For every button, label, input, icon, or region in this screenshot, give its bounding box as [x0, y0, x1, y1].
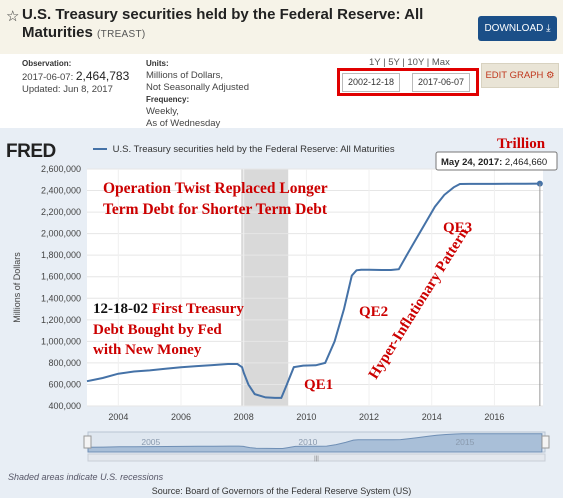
- y-tick-label: 400,000: [48, 401, 81, 411]
- gear-icon: ⚙: [546, 70, 555, 81]
- download-arrow-icon: ⤓: [546, 23, 551, 34]
- download-button[interactable]: DOWNLOAD ⤓: [478, 16, 557, 41]
- scrollbar-track: [87, 453, 546, 462]
- source-note: Source: Board of Governors of the Federa…: [151, 486, 412, 496]
- header-bar: [0, 0, 563, 54]
- frequency-label: Frequency:: [146, 95, 190, 104]
- y-tick-label: 2,000,000: [41, 229, 81, 239]
- x-tick-label: 2014: [422, 412, 442, 422]
- recession-note: Shaded areas indicate U.S. recessions: [8, 472, 164, 482]
- annotation-text: QE2: [359, 304, 388, 320]
- end-date-input[interactable]: 2017-06-07: [412, 73, 470, 92]
- annotation-text: Operation Twist Replaced Longer: [103, 180, 328, 197]
- frequency-line2: As of Wednesday: [146, 118, 221, 129]
- units-block: Units: Millions of Dollars, Not Seasonal…: [146, 58, 249, 130]
- navigator-handle-right: [541, 435, 550, 449]
- start-date-input[interactable]: 2002-12-18: [342, 73, 400, 92]
- x-tick-label: 2004: [108, 412, 128, 422]
- annotation-text: with New Money: [93, 342, 202, 358]
- updated-date: Updated: Jun 8, 2017: [22, 84, 113, 95]
- y-tick-label: 2,400,000: [41, 186, 81, 196]
- series-line: [86, 182, 540, 399]
- fred-logo: FRED: [6, 141, 56, 162]
- range-links[interactable]: 1Y | 5Y | 10Y | Max: [369, 57, 450, 68]
- y-axis-label: Millions of Dollars: [12, 252, 22, 323]
- x-tick-label: 2016: [484, 412, 504, 422]
- series-title-text: U.S. Treasury securities held by the Fed…: [22, 6, 424, 41]
- navigator-year-label: 2015: [455, 437, 474, 447]
- y-tick-label: 600,000: [48, 379, 81, 389]
- y-tick-label: 1,600,000: [41, 272, 81, 282]
- x-tick-label: 2012: [359, 412, 379, 422]
- plot-area: [87, 169, 543, 406]
- tooltip-text: May 24, 2017: 2,464,660: [441, 157, 547, 168]
- navigator-year-label: 2010: [298, 437, 317, 447]
- legend-label: U.S. Treasury securities held by the Fed…: [112, 144, 395, 155]
- observation-block: Observation: 2017-06-07: 2,464,783 Updat…: [22, 58, 129, 96]
- y-tick-label: 2,600,000: [41, 164, 81, 174]
- y-tick-label: 1,400,000: [41, 293, 81, 303]
- y-tick-label: 1,800,000: [41, 250, 81, 260]
- observation-label: Observation:: [22, 59, 72, 68]
- units-label: Units:: [146, 59, 169, 68]
- annotation-text: Trillion: [497, 136, 546, 152]
- edit-graph-button[interactable]: EDIT GRAPH ⚙: [481, 63, 559, 88]
- legend-line-swatch: [93, 148, 107, 151]
- annotation-text: 12-18-02 First Treasury: [93, 301, 244, 317]
- y-tick-label: 1,200,000: [41, 315, 81, 325]
- x-tick-label: 2008: [234, 412, 254, 422]
- navigator-year-label: 2005: [141, 437, 160, 447]
- legend[interactable]: U.S. Treasury securities held by the Fed…: [93, 144, 395, 155]
- series-title: U.S. Treasury securities held by the Fed…: [22, 6, 462, 44]
- units-line2: Not Seasonally Adjusted: [146, 82, 249, 93]
- recession-shade: [241, 169, 289, 406]
- x-tick-label: 2010: [296, 412, 316, 422]
- tooltip-label: May 24, 2017:: [441, 157, 505, 168]
- y-tick-label: 2,200,000: [41, 207, 81, 217]
- annotation-text: QE3: [443, 220, 472, 236]
- units-line1: Millions of Dollars,: [146, 70, 224, 81]
- tooltip-value: 2,464,660: [505, 157, 547, 168]
- x-tick-label: 2006: [171, 412, 191, 422]
- annotation-text: Debt Bought by Fed: [93, 322, 222, 338]
- annotation-date: 12-18-02: [93, 301, 152, 317]
- edit-graph-label: EDIT GRAPH: [485, 70, 544, 81]
- observation-date: 2017-06-07:: [22, 72, 74, 83]
- star-icon[interactable]: ☆: [6, 7, 20, 25]
- annotation-text: Term Debt for Shorter Term Debt: [103, 201, 328, 218]
- frequency-line1: Weekly,: [146, 106, 179, 117]
- download-label: DOWNLOAD: [484, 23, 544, 34]
- y-tick-label: 1,000,000: [41, 336, 81, 346]
- scrollbar-grip: |||: [314, 456, 319, 462]
- y-tick-label: 800,000: [48, 358, 81, 368]
- annotation-rest: First Treasury: [152, 301, 245, 317]
- navigator-series: [87, 433, 543, 453]
- date-range-highlight: [337, 68, 479, 96]
- tooltip-box: [435, 151, 558, 171]
- navigator-handle-left: [83, 435, 92, 449]
- series-code: (TREAST): [97, 29, 146, 40]
- annotation-text: QE1: [304, 377, 333, 393]
- observation-value: 2,464,783: [75, 69, 130, 83]
